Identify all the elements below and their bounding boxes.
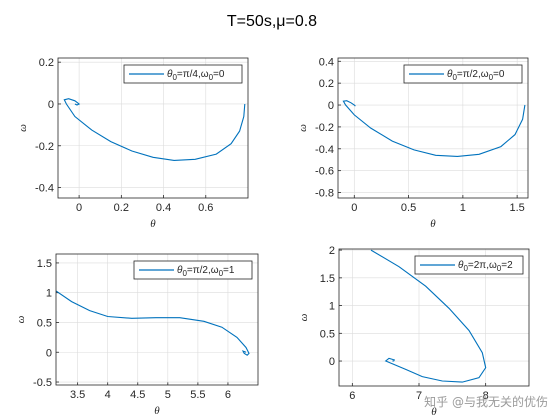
y-tick-label: -0.2	[35, 141, 54, 153]
legend: θ0=π/2,ω0=1	[133, 260, 253, 280]
legend-box	[123, 64, 243, 84]
legend-entry: θ0=π/4,ω0=0	[167, 69, 225, 82]
subplot-1: 0 0.2 0.4 0.6 -0.4 -0.2 0 0.2 θ ω θ0=π/4,ω0=0	[17, 57, 249, 230]
x-axis-label: θ	[430, 218, 436, 230]
series-line	[370, 249, 487, 383]
subplots: 0 0.2 0.4 0.6 -0.4 -0.2 0 0.2 θ ω θ0=π/4,ω0=0 0 0.5 1…	[15, 56, 530, 418]
x-tick-label: 0.4	[156, 202, 171, 214]
y-tick-label: -0.5	[33, 377, 52, 389]
axes-frame	[337, 57, 529, 199]
x-tick-label: 6	[225, 389, 231, 401]
y-tick-label: 1	[46, 288, 52, 300]
series-line	[56, 290, 250, 356]
series-line	[63, 98, 246, 161]
subplot-3: 3.5 4 4.5 5 5.5 6 -0.5 0 0.5 1 1.5 θ ω θ0=π/2,ω0=1	[15, 253, 259, 417]
y-tick-label: -0.4	[35, 183, 54, 195]
y-tick-label: 0	[329, 356, 335, 368]
x-tick-label: 0.2	[114, 202, 129, 214]
y-tick-label: 1	[329, 301, 335, 313]
x-tick-label: 5.5	[190, 389, 205, 401]
legend: θ0=2π,ω0=2	[414, 255, 524, 275]
x-tick-label: 6	[349, 390, 355, 402]
legend-box	[133, 260, 253, 280]
x-tick-label: 1.5	[509, 202, 524, 214]
x-tick-label: 8	[483, 390, 489, 402]
y-tick-label: 0.5	[37, 317, 52, 329]
x-tick-label: 0.5	[401, 202, 416, 214]
series-line	[342, 100, 526, 157]
x-tick-label: 1	[460, 202, 466, 214]
legend-entry: θ0=π/2,ω0=1	[177, 265, 235, 278]
legend-box	[403, 64, 523, 84]
y-tick-label: 1.5	[37, 258, 52, 270]
y-tick-label: -0.2	[315, 122, 334, 134]
legend-box	[414, 255, 524, 275]
legend-entry: θ0=π/2,ω0=0	[447, 69, 505, 82]
legend-entry: θ0=2π,ω0=2	[458, 260, 513, 273]
x-tick-label: 4.5	[130, 389, 145, 401]
y-tick-label: 0	[48, 99, 54, 111]
y-axis-label: ω	[17, 124, 29, 132]
x-axis-label: θ	[150, 218, 156, 230]
subplot-2: 0 0.5 1 1.5 -0.8 -0.6 -0.4 -0.2 0 0.2 0.4 θ ω θ0=π/2,…	[297, 56, 529, 230]
x-tick-label: 0	[76, 202, 82, 214]
y-tick-label: 2	[329, 245, 335, 257]
x-tick-label: 0.6	[198, 202, 213, 214]
figure-title: T=50s,μ=0.8	[227, 13, 317, 30]
y-axis-label: ω	[15, 315, 27, 323]
y-tick-label: 0	[328, 100, 334, 112]
y-tick-label: 0	[46, 347, 52, 359]
y-tick-label: 0.4	[319, 56, 334, 68]
legend: θ0=π/2,ω0=0	[403, 64, 523, 84]
y-tick-label: -0.8	[315, 188, 334, 200]
watermark: 知乎 @与我无关的优伤	[424, 394, 548, 409]
y-tick-label: 0.2	[319, 78, 334, 90]
x-axis-label: θ	[154, 405, 160, 417]
y-tick-label: 1.5	[320, 273, 335, 285]
x-tick-label: 3.5	[70, 389, 85, 401]
y-tick-label: -0.6	[315, 166, 334, 178]
y-tick-label: 0.2	[39, 57, 54, 69]
x-tick-label: 0	[351, 202, 357, 214]
y-axis-label: ω	[298, 313, 310, 321]
x-tick-label: 5	[165, 389, 171, 401]
x-axis-label: θ	[431, 406, 437, 418]
axes-frame	[338, 248, 530, 387]
subplot-4: 6 7 8 0 0.5 1 1.5 2 θ ω θ0=2π,ω0=2	[298, 245, 530, 418]
y-axis-label: ω	[297, 124, 309, 132]
x-tick-label: 7	[416, 390, 422, 402]
x-tick-label: 4	[105, 389, 111, 401]
axes-frame	[57, 57, 249, 199]
axes-frame	[55, 253, 259, 386]
y-tick-label: -0.4	[315, 144, 334, 156]
y-tick-label: 0.5	[320, 328, 335, 340]
legend: θ0=π/4,ω0=0	[123, 64, 243, 84]
